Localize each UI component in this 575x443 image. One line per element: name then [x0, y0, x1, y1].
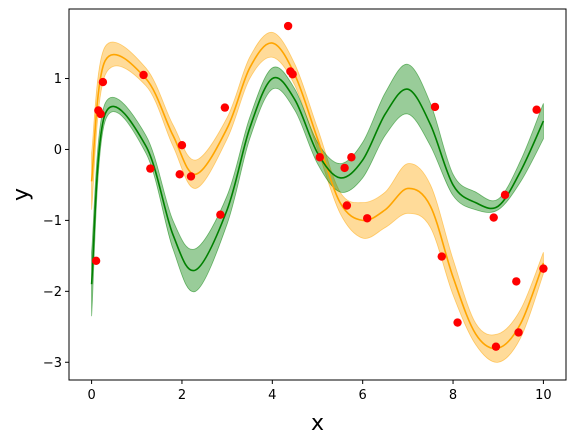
data-point [98, 77, 108, 87]
data-point [430, 102, 440, 112]
data-point [216, 210, 225, 219]
x-tick-label: 6 [359, 388, 367, 403]
y-tick-label: −2 [43, 285, 62, 300]
data-point [500, 190, 510, 200]
data-point [177, 140, 187, 150]
data-point [340, 163, 349, 173]
x-tick-label: 8 [449, 388, 457, 403]
data-point [514, 328, 523, 337]
data-point [347, 153, 356, 162]
y-tick-label: 1 [54, 72, 62, 87]
data-point [220, 103, 230, 112]
data-point [491, 342, 501, 351]
x-axis-label: x [311, 411, 324, 436]
data-point [91, 256, 101, 266]
y-axis-ticks: −3 −2 −1 0 1 [43, 72, 69, 371]
confidence-bands [91, 32, 544, 363]
confidence-band-1 [91, 63, 544, 317]
y-tick-label: −3 [43, 356, 62, 371]
data-point [342, 201, 352, 210]
x-tick-label: 0 [87, 388, 95, 403]
data-point [532, 105, 541, 114]
x-tick-label: 10 [535, 388, 552, 403]
data-point [489, 213, 498, 222]
data-point [186, 172, 196, 181]
data-point [512, 277, 521, 286]
x-axis-ticks: 0 2 4 6 8 10 [87, 380, 552, 403]
data-point [437, 252, 446, 261]
data-point [283, 21, 293, 31]
x-tick-label: 2 [178, 388, 186, 403]
series-lines [90, 42, 545, 350]
data-point [363, 214, 372, 223]
data-point [453, 318, 462, 327]
y-tick-label: −1 [43, 214, 62, 229]
confidence-band-0 [91, 32, 544, 363]
data-point [315, 153, 324, 162]
data-points [91, 21, 548, 351]
series-line-0 [90, 42, 545, 350]
data-point [175, 170, 184, 179]
series-line-1 [90, 76, 545, 285]
data-point [96, 109, 105, 119]
y-axis-label: y [9, 188, 34, 201]
x-tick-label: 4 [268, 388, 276, 403]
data-point [139, 70, 148, 80]
y-tick-label: 0 [54, 143, 62, 158]
data-point [288, 70, 297, 79]
plot-frame [68, 8, 567, 381]
data-point [146, 164, 155, 173]
data-point [539, 264, 548, 273]
